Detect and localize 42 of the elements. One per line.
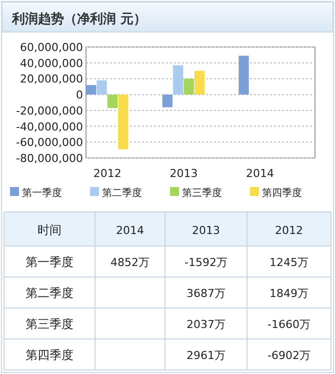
bar xyxy=(107,94,118,108)
x-tick-label: 2013 xyxy=(170,167,198,180)
text: 1849万 xyxy=(270,287,308,300)
bar xyxy=(184,78,194,95)
legend-label: 第一季度 xyxy=(22,187,62,199)
category-label: 2012 xyxy=(275,224,303,237)
category-label: 第二季度 xyxy=(26,286,74,300)
legend-label: 第二季度 xyxy=(102,187,142,199)
bar xyxy=(162,94,173,108)
bar xyxy=(86,85,96,95)
text: 1245万 xyxy=(270,256,308,269)
category-label: 2014 xyxy=(116,224,144,237)
category-label: 第一季度 xyxy=(26,255,74,269)
bar xyxy=(96,80,107,95)
category-label: 第三季度 xyxy=(26,317,74,331)
text: -6902万 xyxy=(268,349,310,362)
category-label: 2013 xyxy=(192,224,220,237)
text: -1660万 xyxy=(268,318,310,331)
text: 4852万 xyxy=(110,256,150,269)
bar xyxy=(118,94,128,150)
category-label: 第四季度 xyxy=(26,348,74,362)
text: 2037万 xyxy=(186,318,226,331)
legend-label: 第三季度 xyxy=(182,187,222,199)
chart-title: 利润趋势（净利润 元） xyxy=(11,11,147,27)
text: -1592万 xyxy=(184,256,228,269)
y-tick-label: 40,000,000 xyxy=(20,56,83,70)
y-tick-label: -80,000,000 xyxy=(16,152,83,165)
text: 2961万 xyxy=(186,349,226,362)
y-tick-label: -40,000,000 xyxy=(16,120,83,134)
y-tick-label: -60,000,000 xyxy=(16,136,83,150)
y-tick-label: 60,000,000 xyxy=(20,41,83,54)
x-tick-label: 2012 xyxy=(93,167,122,180)
x-tick-label: 2014 xyxy=(246,167,274,180)
text: 3687万 xyxy=(186,287,226,300)
y-tick-label: 0 xyxy=(76,88,83,102)
y-tick-label: 20,000,000 xyxy=(20,72,83,86)
bar xyxy=(173,65,184,95)
text: 时间 xyxy=(38,223,62,237)
bar xyxy=(194,70,205,95)
y-tick-label: -20,000,000 xyxy=(16,104,83,118)
legend-label: 第四季度 xyxy=(262,187,302,199)
bar xyxy=(238,56,249,95)
